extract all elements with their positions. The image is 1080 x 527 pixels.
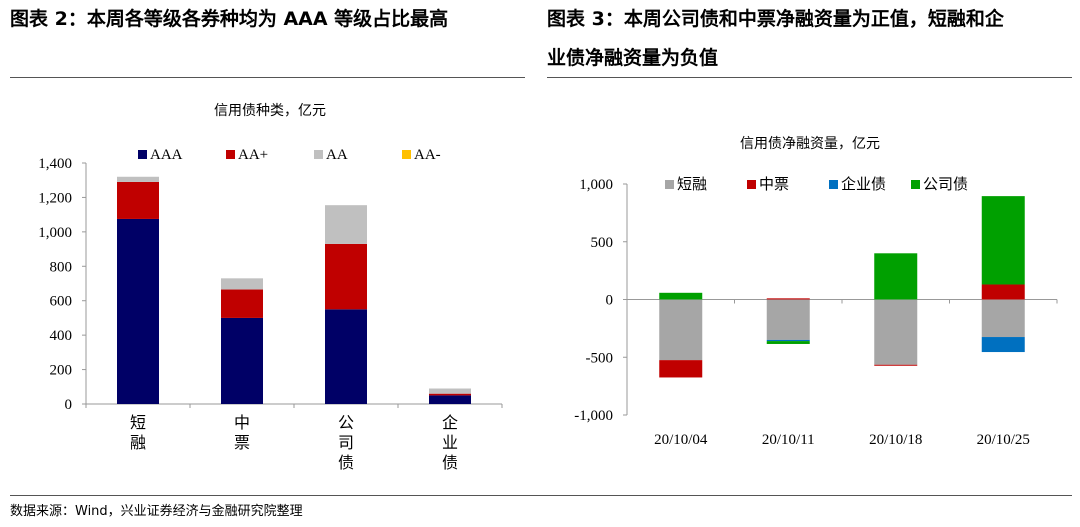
bar-segment-AAA: [221, 317, 263, 404]
y-tick-label: 400: [50, 328, 73, 344]
bar-segment-AAA: [429, 395, 471, 404]
bar-segment-AA+: [117, 181, 159, 219]
legend-label: AA+: [238, 147, 268, 163]
bar-segment-中票: [981, 284, 1025, 300]
header-divider-left: [10, 77, 525, 78]
legend-swatch: [138, 150, 147, 159]
legend-swatch: [402, 150, 411, 159]
legend-label: AAA: [150, 147, 183, 163]
x-tick-label: 20/10/11: [762, 432, 815, 448]
bar-segment-公司债: [659, 292, 703, 300]
x-tick-label: 司: [338, 435, 354, 452]
legend-swatch: [314, 150, 323, 159]
bar-segment-公司债: [766, 341, 810, 344]
bar-segment-短融: [874, 299, 918, 365]
bar-segment-中票: [874, 364, 918, 366]
x-tick-label: 中: [234, 414, 250, 432]
bar-segment-中票: [766, 298, 810, 300]
y-tick-label: 1,200: [38, 190, 72, 206]
left-chart-title: 图表 2：本周各等级各券种均为 AAA 等级占比最高: [10, 8, 449, 30]
bar-segment-AA+: [429, 393, 471, 396]
y-tick-label: 0: [65, 397, 73, 413]
source-note: 数据来源：Wind，兴业证券经济与金融研究院整理: [10, 504, 303, 519]
header-divider-right: [547, 77, 1072, 78]
y-tick-label: 1,000: [38, 225, 72, 241]
bar-segment-企业债: [766, 339, 810, 342]
y-tick-label: -1,000: [574, 408, 613, 424]
chart-subtitle: 信用债种类，亿元: [214, 103, 326, 119]
bar-segment-AA+: [325, 243, 367, 310]
chart-subtitle: 信用债净融资量，亿元: [740, 136, 880, 152]
x-tick-label: 20/10/18: [869, 432, 922, 448]
footer-divider: [10, 495, 1072, 496]
legend-label: 公司债: [923, 176, 968, 193]
legend-swatch: [665, 180, 674, 189]
y-tick-label: 500: [591, 235, 614, 251]
bar-segment-AAA: [325, 309, 367, 404]
bar-segment-AA: [429, 388, 471, 394]
bar-segment-公司债: [981, 196, 1025, 285]
legend-label: AA-: [414, 147, 441, 163]
legend-swatch: [829, 180, 838, 189]
y-tick-label: 800: [50, 259, 73, 275]
bar-segment-AA: [325, 205, 367, 244]
y-tick-label: 1,000: [579, 177, 613, 193]
y-tick-label: 1,400: [38, 156, 72, 172]
x-tick-label: 20/10/25: [977, 432, 1030, 448]
legend-label: AA: [326, 147, 348, 163]
y-tick-label: 600: [50, 294, 73, 310]
bar-segment-AA: [221, 278, 263, 290]
legend-swatch: [747, 180, 756, 189]
bar-segment-AAA: [117, 218, 159, 404]
x-tick-label: 业: [442, 434, 458, 452]
bar-segment-短融: [659, 299, 703, 361]
x-tick-label: 公: [338, 415, 354, 432]
legend-label: 中票: [759, 176, 789, 193]
legend-swatch: [911, 180, 920, 189]
x-tick-label: 票: [234, 435, 250, 452]
legend-label: 短融: [677, 176, 707, 193]
y-tick-label: -500: [586, 350, 614, 366]
bar-segment-短融: [981, 299, 1025, 338]
bar-segment-中票: [659, 360, 703, 378]
legend-label: 企业债: [841, 175, 886, 193]
x-tick-label: 企: [442, 414, 458, 432]
x-tick-label: 短: [130, 414, 146, 432]
bar-segment-AA+: [221, 289, 263, 318]
legend-swatch: [226, 150, 235, 159]
bar-segment-AA: [117, 176, 159, 182]
bar-segment-公司债: [874, 253, 918, 300]
x-tick-label: 债: [338, 454, 354, 472]
x-tick-label: 债: [442, 454, 458, 472]
right-title-line2: 业债净融资量为负值: [547, 47, 719, 69]
x-tick-label: 20/10/04: [654, 432, 708, 448]
right-chart-title: 图表 3：本周公司债和中票净融资量为正值，短融和企 业债净融资量为负值: [547, 0, 1077, 78]
bar-segment-企业债: [981, 337, 1025, 353]
x-tick-label: 融: [130, 434, 146, 452]
bar-segment-短融: [766, 299, 810, 340]
y-tick-label: 200: [50, 363, 73, 379]
right-title-line1: 图表 3：本周公司债和中票净融资量为正值，短融和企: [547, 8, 1004, 30]
y-tick-label: 0: [606, 293, 614, 309]
